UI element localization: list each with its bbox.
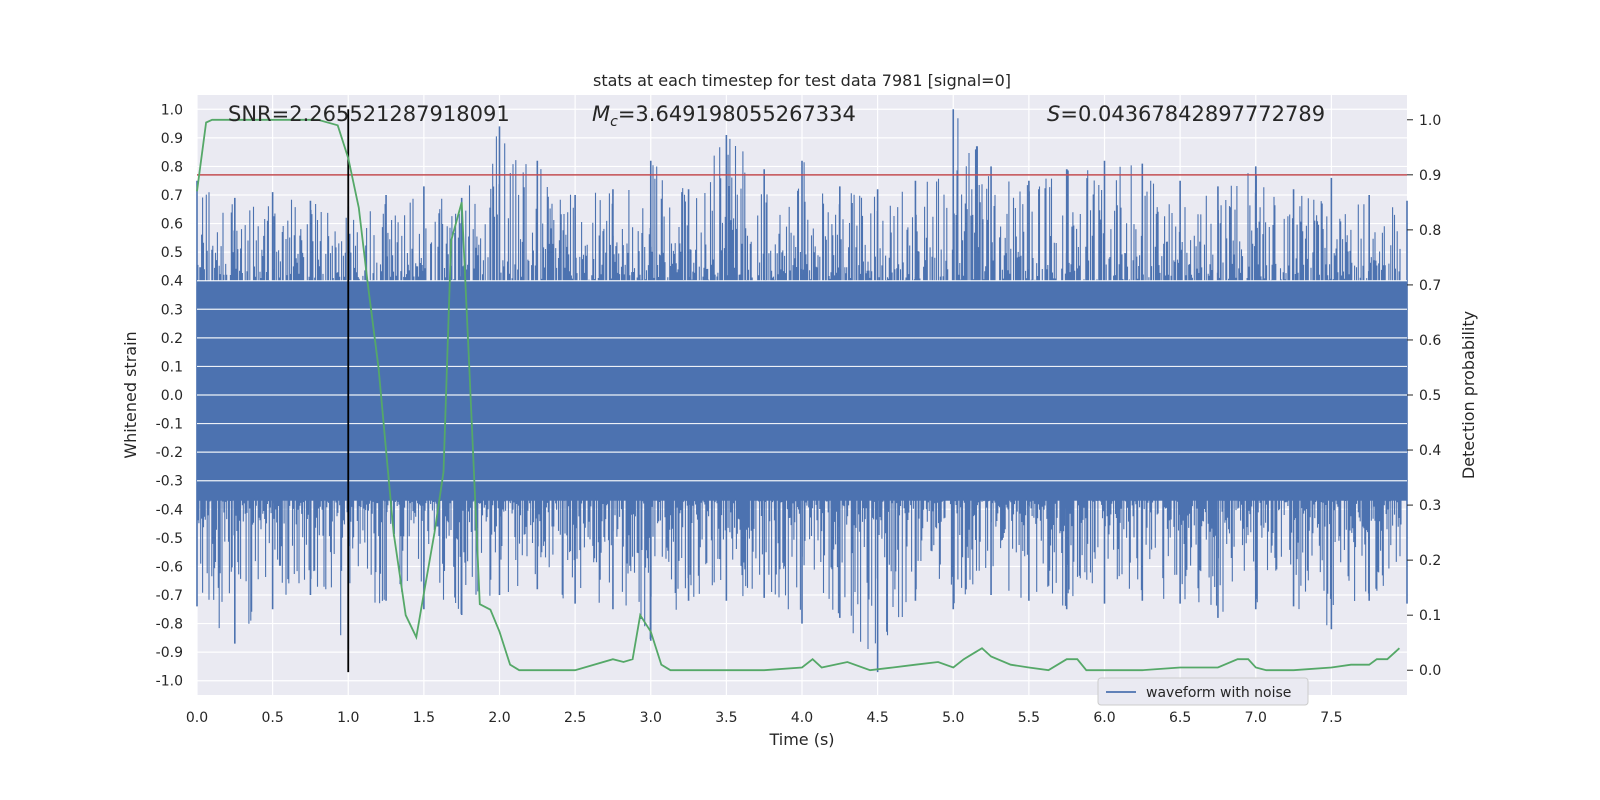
x-tick-label-1: 0.5 (261, 710, 283, 726)
chirp-mass-symbol: M (592, 102, 610, 126)
y2-tick-label-9: 0.1 (1419, 608, 1441, 624)
x-tick-label-10: 5.0 (942, 710, 964, 726)
y2-tick-label-8: 0.2 (1419, 553, 1441, 569)
y-tick-label-18: -0.8 (156, 617, 183, 633)
y-tick-label-5: 0.5 (161, 245, 183, 261)
x-tick-label-13: 6.5 (1169, 710, 1191, 726)
y-tick-label-3: 0.7 (161, 188, 183, 204)
y2-tick-label-2: 0.8 (1419, 223, 1441, 239)
x-tick-label-11: 5.5 (1018, 710, 1040, 726)
x-axis-label: Time (s) (768, 730, 834, 749)
y2-tick-label-10: 0.0 (1419, 663, 1441, 679)
waveform-series (196, 109, 1408, 673)
y2-tick-label-0: 1.0 (1419, 113, 1441, 129)
y-tick-label-4: 0.6 (161, 217, 183, 233)
y-axis-label: Whitened strain (121, 331, 140, 458)
x-tick-label-2: 1.0 (337, 710, 359, 726)
s-symbol: S (1047, 102, 1060, 126)
y-tick-label-14: -0.4 (156, 502, 183, 518)
x-tick-label-0: 0.0 (186, 710, 208, 726)
x-tick-label-9: 4.5 (866, 710, 888, 726)
x-tick-label-6: 3.0 (640, 710, 662, 726)
y2-axis-label: Detection probability (1459, 311, 1478, 479)
y2-tick-label-3: 0.7 (1419, 278, 1441, 294)
x-tick-label-15: 7.5 (1320, 710, 1342, 726)
y-tick-label-2: 0.8 (161, 159, 183, 175)
y-tick-label-16: -0.6 (156, 559, 183, 575)
y-tick-label-13: -0.3 (156, 474, 183, 490)
chirp-mass-value: =3.649198055267334 (618, 102, 856, 126)
y2-tick-label-4: 0.6 (1419, 333, 1441, 349)
y-tick-label-9: 0.1 (161, 359, 183, 375)
x-tick-label-14: 7.0 (1245, 710, 1267, 726)
y-tick-label-19: -0.9 (156, 645, 183, 661)
y-tick-label-11: -0.1 (156, 417, 183, 433)
chirp-mass-annotation: Mc=3.649198055267334 (592, 102, 856, 130)
chart-title: stats at each timestep for test data 798… (593, 71, 1011, 90)
chirp-mass-subscript: c (610, 114, 618, 130)
y2-tick-label-7: 0.3 (1419, 498, 1441, 514)
y-tick-label-6: 0.4 (161, 274, 183, 290)
y-tick-label-0: 1.0 (161, 102, 183, 118)
y2-tick-label-1: 0.9 (1419, 168, 1441, 184)
x-tick-label-4: 2.0 (488, 710, 510, 726)
y2-tick-label-5: 0.5 (1419, 388, 1441, 404)
y-tick-label-10: 0.0 (161, 388, 183, 404)
legend: waveform with noise (1097, 677, 1309, 706)
y-tick-label-7: 0.3 (161, 302, 183, 318)
y2-tick-label-6: 0.4 (1419, 443, 1441, 459)
detection-probability-line (196, 118, 1401, 672)
x-tick-label-7: 3.5 (715, 710, 737, 726)
y-tick-label-8: 0.2 (161, 331, 183, 347)
y-tick-label-1: 0.9 (161, 131, 183, 147)
s-value: =0.04367842897772789 (1060, 102, 1325, 126)
y-axis-ticks: 1.0 0.9 0.8 0.7 0.6 0.5 0.4 0.3 0.2 0.1 0.0 -0.1 -0.… (156, 102, 183, 689)
legend-label: waveform with noise (1146, 685, 1291, 701)
legend-box (1097, 677, 1309, 706)
snr-annotation: SNR=2.265521287918091 (228, 102, 510, 126)
x-axis-ticks: 0.0 0.5 1.0 1.5 2.0 2.5 3.0 3.5 4.0 4.5 5.0 5.5 6.0 6… (186, 710, 1343, 726)
x-tick-label-5: 2.5 (564, 710, 586, 726)
x-tick-label-8: 4.0 (791, 710, 813, 726)
y-tick-label-17: -0.7 (156, 588, 183, 604)
y-tick-label-12: -0.2 (156, 445, 183, 461)
y-tick-label-15: -0.5 (156, 531, 183, 547)
y2-axis-ticks: 1.0 0.9 0.8 0.7 0.6 0.5 0.4 0.3 0.2 0.1 0.0 (1407, 113, 1441, 679)
x-tick-label-12: 6.0 (1093, 710, 1115, 726)
x-tick-label-3: 1.5 (413, 710, 435, 726)
s-annotation: S=0.04367842897772789 (1047, 102, 1325, 126)
y-tick-label-20: -1.0 (156, 674, 183, 690)
